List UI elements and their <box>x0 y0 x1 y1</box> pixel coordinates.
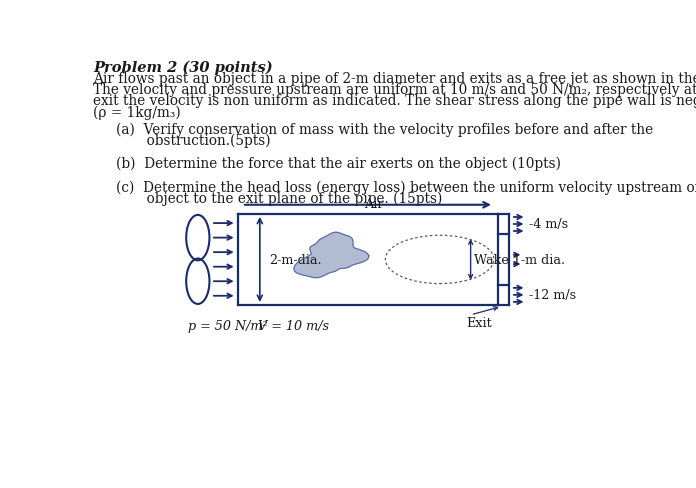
Text: Problem 2 (30 points): Problem 2 (30 points) <box>93 60 273 75</box>
Text: obstruction.(5pts): obstruction.(5pts) <box>116 133 271 147</box>
Text: object to the exit plane of the pipe. (15pts): object to the exit plane of the pipe. (1… <box>116 191 443 205</box>
Text: -12 m/s: -12 m/s <box>529 289 576 302</box>
Text: V = 10 m/s: V = 10 m/s <box>258 319 329 332</box>
Text: -4 m/s: -4 m/s <box>529 218 568 231</box>
Text: Air flows past an object in a pipe of 2-m diameter and exits as a free jet as sh: Air flows past an object in a pipe of 2-… <box>93 72 696 85</box>
Text: (ρ = 1kg/m₃): (ρ = 1kg/m₃) <box>93 105 181 120</box>
Text: (b)  Determine the force that the air exerts on the object (10pts): (b) Determine the force that the air exe… <box>116 157 562 171</box>
Text: 2-m-dia.: 2-m-dia. <box>269 253 322 266</box>
Text: Wake 1-m dia.: Wake 1-m dia. <box>474 253 565 266</box>
Text: exit the velocity is non uniform as indicated. The shear stress along the pipe w: exit the velocity is non uniform as indi… <box>93 94 696 108</box>
Text: The velocity and pressure upstream are uniform at 10 m/s and 50 N/m₂, respective: The velocity and pressure upstream are u… <box>93 83 696 97</box>
Text: Exit: Exit <box>467 316 493 329</box>
Text: (c)  Determine the head loss (energy loss) between the uniform velocity upstream: (c) Determine the head loss (energy loss… <box>116 180 696 194</box>
Text: Air: Air <box>364 198 383 211</box>
Text: (a)  Verify conservation of mass with the velocity profiles before and after the: (a) Verify conservation of mass with the… <box>116 122 654 136</box>
Text: p = 50 N/m²: p = 50 N/m² <box>188 319 267 332</box>
Polygon shape <box>294 233 369 278</box>
